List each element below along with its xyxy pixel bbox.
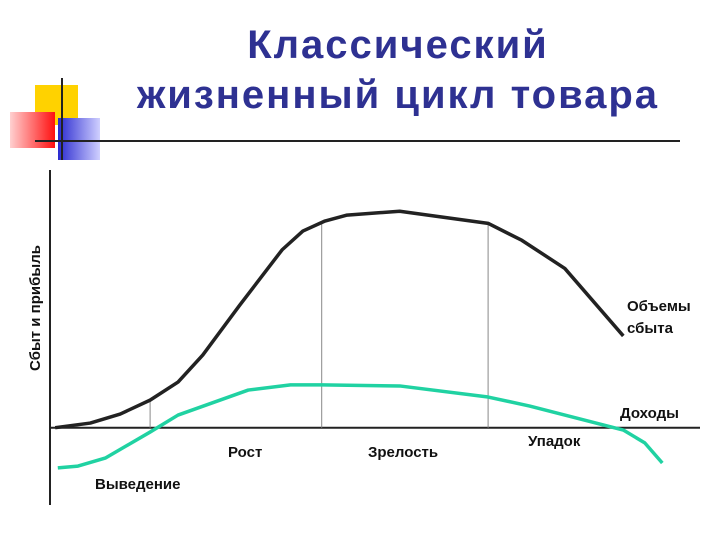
decor-square xyxy=(10,112,55,148)
chart-title: Классический жизненный цикл товара xyxy=(136,23,659,117)
y-axis-label: Сбыт и прибыль xyxy=(27,245,44,371)
phase-label: Зрелость xyxy=(368,444,438,461)
decor-square xyxy=(58,118,100,160)
phase-label: Рост xyxy=(228,444,262,461)
legend-label: Доходы xyxy=(620,405,679,422)
phase-label: Выведение xyxy=(95,476,181,493)
phase-label: Упадок xyxy=(528,433,581,450)
series-line xyxy=(57,383,664,470)
legend-label: Объемы сбыта xyxy=(627,298,691,337)
series-line xyxy=(54,209,625,430)
